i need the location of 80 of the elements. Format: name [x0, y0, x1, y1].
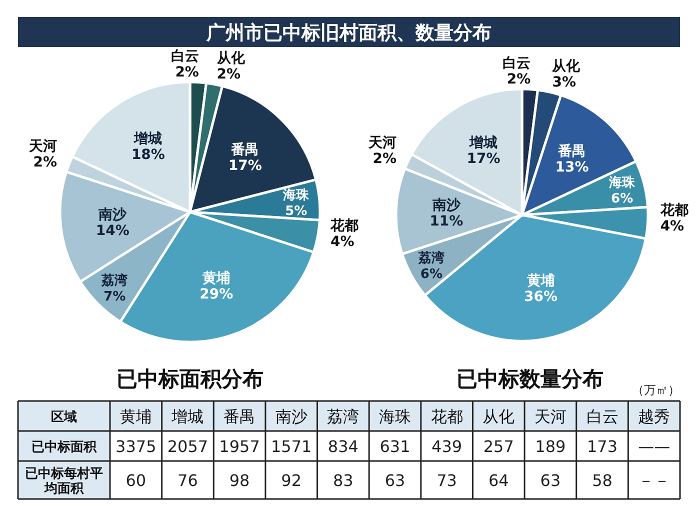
data-label: 834 [328, 437, 358, 456]
category-label: 海珠 [379, 407, 411, 426]
slice-label: 天河 [28, 138, 58, 154]
category-label: 白云 [586, 407, 618, 426]
data-label: 7% [104, 289, 126, 304]
category-label: 天河 [534, 407, 566, 426]
data-label: 439 [432, 437, 462, 456]
category-label: 从化 [482, 407, 515, 426]
slice-label: 南沙 [431, 198, 462, 214]
text: 已中标每村平均面积 [25, 466, 103, 496]
slice-label: 南沙 [98, 206, 128, 223]
data-label: 17% [228, 158, 262, 174]
data-label: 63 [384, 471, 406, 490]
category-label: 增城 [170, 407, 204, 426]
slice-label: 海珠 [282, 188, 310, 203]
data-label: 76 [178, 471, 198, 490]
slice-label: 黄埔 [526, 273, 555, 290]
data-label: 4% [660, 218, 684, 235]
data-label: 98 [229, 471, 250, 490]
data-label: 11% [430, 214, 464, 230]
category-label: 番禺 [224, 407, 256, 426]
data-label: 5% [285, 204, 308, 219]
data-label: 2057 [167, 437, 208, 456]
slice-label: 天河 [368, 134, 397, 151]
text: 已中标数量分布 [456, 367, 604, 391]
data-label: 58 [592, 471, 612, 490]
data-label: 189 [535, 437, 566, 456]
slice-label: 白云 [170, 48, 199, 64]
category-label: 南沙 [275, 407, 308, 426]
category-label: 黄埔 [120, 407, 152, 426]
slice-label: 从化 [216, 50, 246, 67]
text: 已中标面积分布 [116, 367, 264, 391]
slice-label: 从化 [551, 58, 582, 75]
slice-label: 番禺 [230, 142, 260, 158]
data-label: 2% [372, 150, 397, 167]
data-label: 3% [552, 74, 576, 91]
text: 已中标面积 [32, 440, 98, 455]
data-label: 63 [540, 471, 561, 490]
slice-label: 增城 [133, 131, 162, 148]
data-label: 1571 [271, 437, 312, 456]
data-label: 29% [200, 286, 234, 302]
data-label: 257 [483, 437, 514, 456]
slice-label: 黄埔 [201, 270, 230, 286]
data-label: 2% [506, 72, 531, 88]
slice-label: 番禺 [556, 143, 586, 160]
text: 广州市已中标旧村面积、数量分布 [206, 22, 492, 44]
data-label: 17% [466, 150, 500, 167]
text: －－ [638, 471, 670, 490]
category-label: 花都 [430, 407, 463, 426]
category-label: 越秀 [638, 407, 670, 426]
data-label: 3375 [116, 437, 156, 456]
data-label: 13% [555, 159, 589, 176]
data-label: 2% [175, 64, 199, 80]
data-label: 83 [333, 471, 354, 490]
data-label: 92 [281, 471, 302, 490]
data-label: 4% [330, 234, 354, 250]
slice-label: 荔湾 [100, 272, 128, 288]
text: —— [638, 437, 670, 456]
category-label: 荔湾 [327, 407, 360, 426]
data-label: 60 [126, 471, 146, 490]
text: （万㎡） [632, 383, 680, 397]
data-label: 64 [488, 471, 509, 490]
data-label: 36% [524, 289, 558, 306]
data-label: 2% [216, 66, 241, 83]
slice-label: 增城 [468, 134, 498, 151]
slice-label: 花都 [329, 218, 358, 234]
data-label: 2% [33, 154, 58, 170]
slice-label: 花都 [659, 202, 688, 219]
slice-label: 荔湾 [417, 250, 444, 266]
data-label: 1957 [219, 437, 260, 456]
slice-label: 海珠 [608, 175, 636, 190]
data-label: 173 [587, 437, 618, 456]
data-label: 14% [96, 222, 130, 239]
data-label: 6% [420, 266, 442, 282]
data-label: 631 [380, 437, 410, 456]
data-label: 18% [131, 147, 165, 164]
data-label: 6% [611, 191, 634, 206]
data-label: 73 [436, 471, 457, 490]
text: 区域 [51, 410, 77, 425]
slice-label: 白云 [502, 56, 531, 72]
